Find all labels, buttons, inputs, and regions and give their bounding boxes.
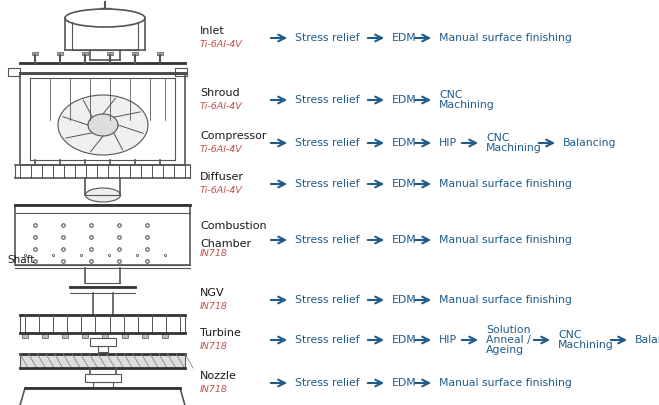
Text: Solution: Solution xyxy=(486,325,530,335)
Text: Ti-6Al-4V: Ti-6Al-4V xyxy=(200,186,243,195)
Bar xyxy=(32,52,38,55)
Bar xyxy=(157,52,163,55)
Text: Turbine: Turbine xyxy=(200,328,241,338)
Ellipse shape xyxy=(86,188,121,202)
Text: IN718: IN718 xyxy=(200,249,228,258)
Text: Balancing: Balancing xyxy=(563,138,617,148)
Text: EDM: EDM xyxy=(392,95,416,105)
Text: EDM: EDM xyxy=(392,33,416,43)
Bar xyxy=(90,338,116,346)
Bar xyxy=(15,205,190,265)
Text: EDM: EDM xyxy=(392,335,416,345)
Bar xyxy=(107,52,113,55)
Text: Inlet: Inlet xyxy=(200,26,225,36)
Text: Ti-6Al-4V: Ti-6Al-4V xyxy=(200,40,243,49)
Bar xyxy=(175,68,187,76)
Text: IN718: IN718 xyxy=(200,302,228,311)
Text: NGV: NGV xyxy=(200,288,225,298)
Text: Stress relief: Stress relief xyxy=(295,95,360,105)
Text: IN718: IN718 xyxy=(200,342,228,351)
Text: Stress relief: Stress relief xyxy=(295,33,360,43)
Text: Nozzle: Nozzle xyxy=(200,371,237,381)
Text: Stress relief: Stress relief xyxy=(295,378,360,388)
Text: HIP: HIP xyxy=(439,138,457,148)
Text: EDM: EDM xyxy=(392,235,416,245)
Text: Stress relief: Stress relief xyxy=(295,179,360,189)
Bar xyxy=(122,333,128,338)
Text: Anneal /: Anneal / xyxy=(486,335,530,345)
Bar xyxy=(98,346,108,352)
Text: Chamber: Chamber xyxy=(200,239,251,249)
Bar xyxy=(85,374,121,382)
Text: EDM: EDM xyxy=(392,378,416,388)
Bar xyxy=(62,333,68,338)
Text: Ti-6Al-4V: Ti-6Al-4V xyxy=(200,145,243,154)
Bar xyxy=(162,333,168,338)
Text: Manual surface finishing: Manual surface finishing xyxy=(439,179,572,189)
Text: Ti-6Al-4V: Ti-6Al-4V xyxy=(200,102,243,111)
Text: Combustion: Combustion xyxy=(200,221,267,231)
Bar xyxy=(20,354,185,368)
Text: Manual surface finishing: Manual surface finishing xyxy=(439,235,572,245)
Text: Shaft: Shaft xyxy=(7,255,34,265)
Bar xyxy=(57,52,63,55)
Bar xyxy=(22,333,28,338)
Text: EDM: EDM xyxy=(392,138,416,148)
Ellipse shape xyxy=(88,114,118,136)
Text: Manual surface finishing: Manual surface finishing xyxy=(439,295,572,305)
Text: EDM: EDM xyxy=(392,295,416,305)
Text: IN718: IN718 xyxy=(200,385,228,394)
Text: Diffuser: Diffuser xyxy=(200,172,244,182)
Bar xyxy=(20,315,185,333)
Text: EDM: EDM xyxy=(392,179,416,189)
Ellipse shape xyxy=(58,95,148,155)
Bar xyxy=(132,52,138,55)
Bar xyxy=(82,52,88,55)
Bar xyxy=(142,333,148,338)
Text: CNC: CNC xyxy=(439,90,463,100)
Text: Balancing: Balancing xyxy=(635,335,659,345)
Text: Stress relief: Stress relief xyxy=(295,295,360,305)
Text: Stress relief: Stress relief xyxy=(295,335,360,345)
Text: Stress relief: Stress relief xyxy=(295,235,360,245)
Text: HIP: HIP xyxy=(439,335,457,345)
Text: Machining: Machining xyxy=(486,143,542,153)
Text: Manual surface finishing: Manual surface finishing xyxy=(439,33,572,43)
Text: Shroud: Shroud xyxy=(200,88,240,98)
Text: Ageing: Ageing xyxy=(486,345,524,355)
Bar xyxy=(102,333,108,338)
Text: CNC: CNC xyxy=(558,330,581,340)
Bar xyxy=(93,382,113,388)
Bar xyxy=(42,333,48,338)
Bar xyxy=(8,68,20,76)
Text: Machining: Machining xyxy=(558,340,614,350)
Text: Machining: Machining xyxy=(439,100,495,110)
Text: CNC: CNC xyxy=(486,133,509,143)
Bar xyxy=(82,333,88,338)
Text: Compressor: Compressor xyxy=(200,131,266,141)
Text: Manual surface finishing: Manual surface finishing xyxy=(439,378,572,388)
Text: Stress relief: Stress relief xyxy=(295,138,360,148)
